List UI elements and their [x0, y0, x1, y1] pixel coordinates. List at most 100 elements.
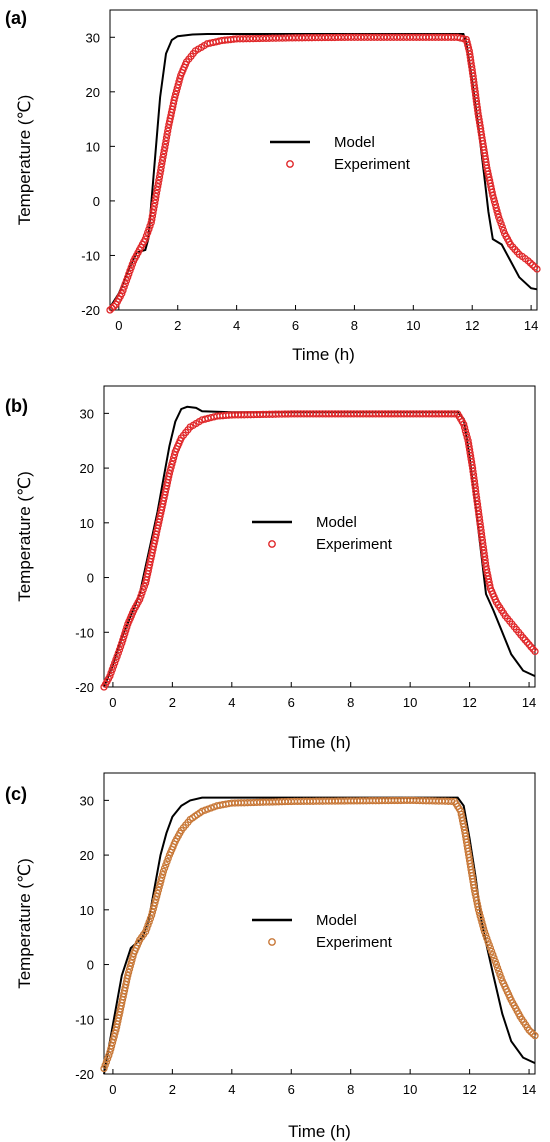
data-point-experiment [118, 289, 126, 298]
data-point-experiment [157, 877, 165, 885]
data-point-experiment [128, 260, 137, 268]
data-point-experiment [491, 957, 499, 965]
data-point-experiment [161, 140, 170, 148]
data-point-experiment [168, 460, 176, 468]
x-tick-label: 6 [292, 318, 299, 333]
data-point-experiment [121, 629, 129, 638]
series-line-model [103, 796, 536, 1075]
x-tick-label: 10 [403, 695, 417, 710]
data-point-experiment [472, 493, 481, 502]
y-axis-label: Temperature (℃) [15, 95, 34, 226]
legend-swatch-experiment [268, 540, 276, 548]
series-line-model [103, 405, 536, 688]
legend: Model Experiment [252, 912, 393, 951]
data-point-experiment [460, 420, 468, 428]
data-point-experiment [470, 474, 478, 482]
x-axis-label: Time (h) [288, 733, 351, 752]
x-tick-label: 4 [233, 318, 240, 333]
data-point-experiment [108, 665, 116, 674]
x-tick-label: 14 [524, 318, 538, 333]
data-point-experiment [499, 226, 508, 235]
y-tick-label: -20 [75, 1067, 94, 1082]
data-point-experiment [156, 169, 164, 178]
y-tick-label: 10 [86, 139, 100, 154]
data-point-experiment [475, 513, 483, 521]
data-point-experiment [128, 956, 136, 964]
data-point-experiment [478, 918, 486, 926]
data-point-experiment [147, 219, 155, 227]
data-point-experiment [495, 967, 503, 975]
x-tick-label: 4 [228, 1082, 235, 1097]
data-point-experiment [153, 186, 161, 194]
data-point-experiment [107, 1045, 115, 1053]
data-point-experiment [144, 228, 152, 237]
data-point-experiment [528, 261, 537, 269]
chart-panel-a: 0 2 4 6 8 10 12 14 -20 -10 0 10 20 30 Time (h) Temperat… [5, 8, 541, 364]
data-point-experiment [162, 137, 170, 145]
x-tick-label: 4 [228, 695, 235, 710]
data-point-experiment [124, 971, 132, 980]
data-point-experiment [148, 908, 157, 916]
data-point-experiment [140, 582, 149, 590]
data-point-experiment [159, 867, 168, 876]
data-point-experiment [171, 93, 179, 101]
x-axis-label: Time (h) [292, 345, 355, 364]
y-tick-label: -10 [81, 248, 100, 263]
legend-label-experiment: Experiment [316, 934, 393, 951]
legend: Model Experiment [252, 514, 393, 553]
legend-label-model: Model [334, 134, 375, 151]
data-point-experiment [119, 286, 127, 295]
data-point-experiment [494, 210, 502, 218]
data-point-experiment [474, 906, 483, 914]
data-point-experiment [110, 1032, 118, 1041]
data-point-experiment [157, 166, 165, 175]
data-point-experiment [100, 1064, 108, 1073]
data-point-experiment [118, 639, 126, 647]
data-point-experiment [148, 212, 157, 220]
data-point-experiment [124, 273, 132, 281]
data-point-experiment [155, 176, 163, 184]
data-point-experiment [141, 928, 150, 936]
data-point-experiment [120, 633, 128, 641]
plot-frame [103, 385, 536, 688]
y-axis-label: Temperature (℃) [15, 858, 34, 989]
data-point-experiment [527, 643, 535, 651]
legend: Model Experiment [270, 134, 411, 173]
data-point-experiment [141, 235, 149, 243]
data-point-experiment [148, 215, 156, 224]
data-point-experiment [162, 861, 170, 869]
data-point-experiment [460, 423, 469, 432]
y-tick-label: 10 [80, 516, 94, 531]
x-tick-label: 8 [351, 318, 358, 333]
data-point-experiment [154, 183, 162, 191]
data-point-experiment [482, 931, 490, 939]
data-point-experiment [531, 647, 539, 656]
data-point-experiment [171, 90, 180, 98]
x-tick-label: 12 [462, 695, 476, 710]
data-point-experiment [478, 536, 487, 544]
data-point-experiment [527, 1028, 535, 1036]
data-point-experiment [142, 232, 151, 240]
y-tick-label: -10 [75, 625, 94, 640]
data-point-experiment [158, 870, 167, 879]
x-axis-label: Time (h) [288, 1122, 351, 1141]
data-point-experiment [531, 1032, 539, 1040]
y-tick-label: -20 [75, 680, 94, 695]
data-point-experiment [484, 937, 492, 946]
data-point-experiment [154, 179, 162, 188]
data-point-experiment [462, 430, 470, 438]
data-point-experiment [112, 655, 120, 664]
data-point-experiment [471, 484, 479, 492]
data-point-experiment [144, 921, 152, 929]
data-point-experiment [497, 220, 505, 228]
data-point-experiment [107, 1042, 116, 1050]
data-point-experiment [496, 216, 504, 225]
data-point-experiment [481, 556, 489, 564]
data-point-experiment [109, 1035, 117, 1044]
data-point-experiment [493, 207, 501, 215]
data-point-experiment [157, 163, 165, 171]
chart-panel-b: 0 2 4 6 8 10 12 14 -20 -10 0 10 20 30 Time (h) Temperat… [5, 385, 539, 752]
legend-swatch-experiment [286, 160, 294, 168]
data-point-experiment [161, 143, 169, 152]
data-point-experiment [137, 592, 145, 600]
